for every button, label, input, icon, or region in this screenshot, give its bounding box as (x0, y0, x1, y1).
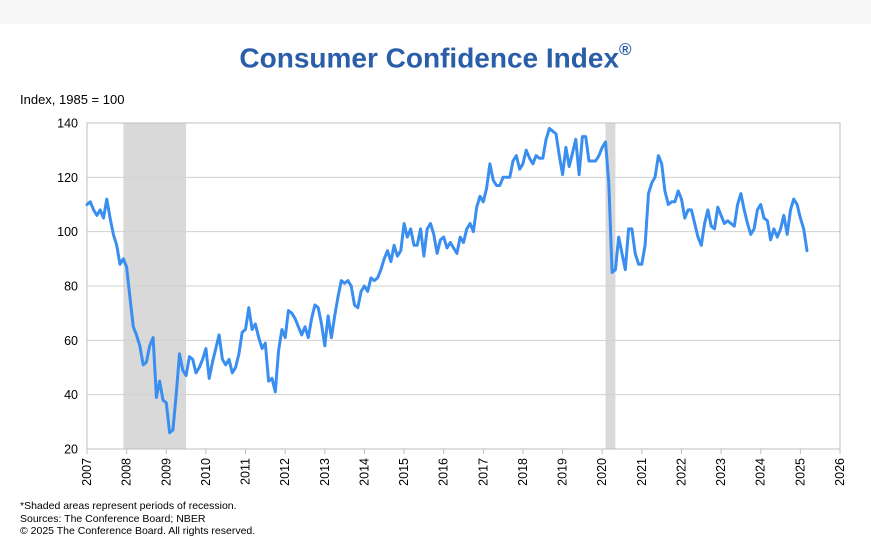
x-tick-label-2014: 2014 (357, 458, 371, 486)
top-band (0, 0, 871, 24)
x-tick-label-2025: 2025 (793, 458, 807, 486)
chart-notes: *Shaded areas represent periods of reces… (20, 500, 255, 538)
series-line-0 (85, 126, 809, 435)
chart-title-text: Consumer Confidence Index (239, 42, 620, 74)
registered-mark: ® (619, 40, 632, 59)
y-tick-label-60: 60 (64, 334, 78, 348)
x-tick-label-2023: 2023 (714, 458, 728, 486)
x-tick-label-2016: 2016 (437, 458, 451, 486)
x-tick-label-2012: 2012 (278, 458, 292, 486)
note-recession: *Shaded areas represent periods of reces… (20, 500, 237, 512)
y-tick-label-140: 140 (57, 117, 78, 131)
plot-frame (86, 122, 841, 450)
y-tick-label-100: 100 (57, 225, 78, 239)
y-tick-label-20: 20 (64, 443, 78, 457)
x-tick-label-2020: 2020 (595, 458, 609, 486)
x-tick-label-2007: 2007 (80, 458, 94, 486)
x-tick-label-2009: 2009 (159, 458, 173, 486)
x-tick-label-2013: 2013 (318, 458, 332, 486)
x-tick-label-2008: 2008 (120, 458, 134, 486)
y-tick-label-80: 80 (64, 280, 78, 294)
x-tick-label-2018: 2018 (516, 458, 530, 486)
x-tick-label-2019: 2019 (556, 458, 570, 486)
note-sources: Sources: The Conference Board; NBER (20, 512, 206, 525)
y-axis-label: Index, 1985 = 100 (20, 92, 125, 107)
chart-title: Consumer Confidence Index® (0, 40, 871, 74)
x-tick-label-2010: 2010 (199, 458, 213, 486)
x-tick-label-2017: 2017 (476, 458, 490, 486)
y-tick-label-40: 40 (64, 388, 78, 402)
y-tick-label-120: 120 (57, 171, 78, 185)
note-copyright: © 2025 The Conference Board. All rights … (20, 525, 256, 537)
x-tick-label-2021: 2021 (635, 458, 649, 486)
x-tick-label-2024: 2024 (754, 458, 768, 486)
x-tick-label-2015: 2015 (397, 458, 411, 486)
x-tick-label-2022: 2022 (674, 458, 688, 486)
x-tick-label-2011: 2011 (239, 458, 253, 485)
x-tick-label-2026: 2026 (833, 458, 847, 486)
